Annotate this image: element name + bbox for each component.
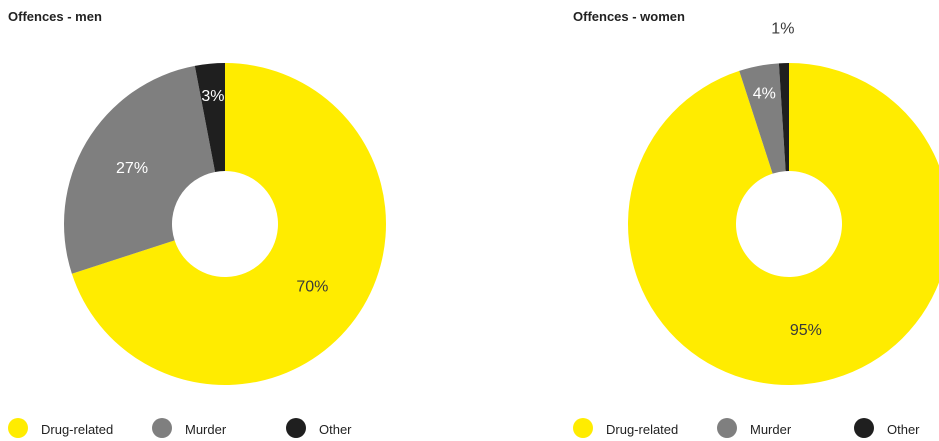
legend-swatch-murder [152,418,172,438]
data-label-other: 3% [201,88,224,105]
data-label-murder: 4% [753,86,776,103]
legend-swatch-other [286,418,306,438]
legend-swatch-drug-related [573,418,593,438]
legend-label: Other [887,422,920,437]
chart-panel-women: Offences - women 95% 4% 1% Drug-related Mu… [567,0,939,441]
legend-label: Murder [750,422,792,437]
chart-title: Offences - men [8,9,102,24]
donut-slice-drug-related [628,63,939,385]
chart-title: Offences - women [573,9,685,24]
legend-label: Drug-related [606,422,679,437]
legend-label: Murder [185,422,227,437]
chart-panel-men: Offences - men 70% 27% 3% Drug-related Mur… [0,0,469,441]
legend-label: Other [319,422,352,437]
donut-slice-other [194,63,225,172]
data-label-drug-related: 95% [790,322,822,339]
donut-slice-drug-related [71,63,387,385]
data-label-drug-related: 70% [296,279,328,296]
data-label-other: 1% [771,20,794,37]
data-label-murder: 27% [116,160,148,177]
legend-label: Drug-related [41,422,114,437]
legend-swatch-other [854,418,874,438]
legend-swatch-drug-related [8,418,28,438]
donut-chart-men: 70% 27% 3% [63,63,387,385]
donut-chart-women: 95% 4% 1% [628,20,939,385]
donut-slice-other [778,63,789,172]
donut-slice-murder [739,63,786,174]
legend-swatch-murder [717,418,737,438]
donut-slice-murder [63,65,216,274]
